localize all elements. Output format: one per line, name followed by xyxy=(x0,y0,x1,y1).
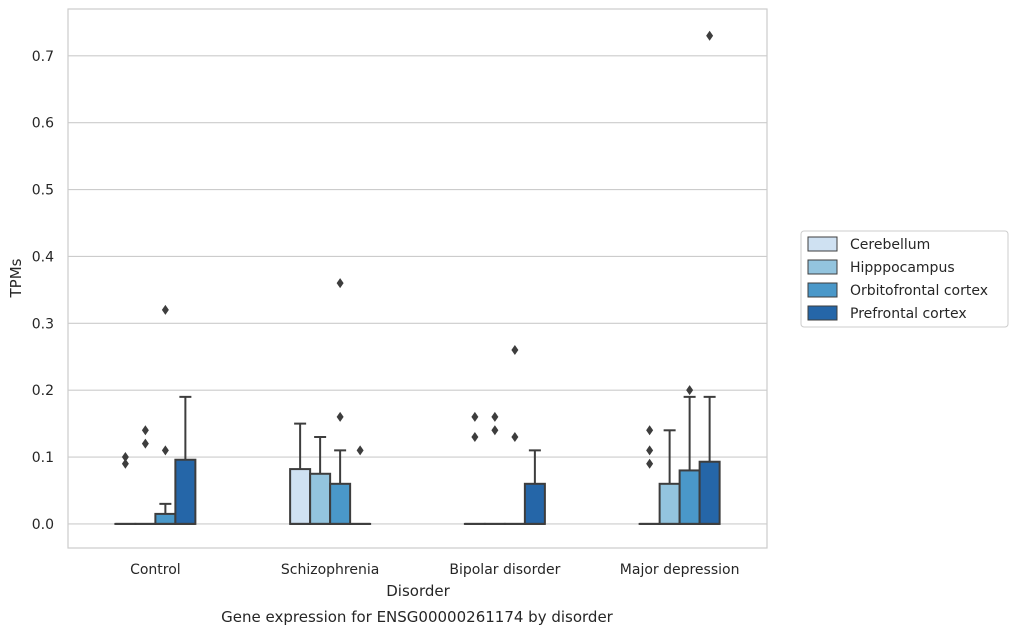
outlier-point xyxy=(686,385,694,396)
series-orbitofrontal-cortex xyxy=(154,278,701,525)
y-tick-label: 0.4 xyxy=(32,249,54,265)
outlier-point xyxy=(121,458,129,469)
box xyxy=(483,411,506,525)
box-body xyxy=(523,482,546,525)
series-cerebellum xyxy=(114,411,661,525)
y-axis-title: TPMs xyxy=(7,258,25,298)
outlier-point xyxy=(141,425,149,436)
outlier-point xyxy=(646,458,654,469)
outlier-point xyxy=(511,431,519,442)
y-axis-ticks: 0.0 0.1 0.2 0.3 0.4 0.5 0.6 0.7 xyxy=(32,49,54,533)
y-tick-label: 0.2 xyxy=(32,383,54,399)
box-body xyxy=(698,460,721,525)
legend-entry: Cerebellum xyxy=(807,236,930,253)
y-tick-label: 0.6 xyxy=(32,116,54,132)
outlier-point xyxy=(356,445,364,456)
outlier-point xyxy=(161,304,169,315)
box xyxy=(658,429,681,525)
series-prefrontal-cortex xyxy=(174,30,721,525)
outlier-point xyxy=(646,425,654,436)
box-body xyxy=(174,458,197,525)
box-body xyxy=(678,469,701,525)
y-tick-label: 0.7 xyxy=(32,49,54,65)
legend-swatch xyxy=(807,282,838,298)
box xyxy=(638,425,661,525)
chart-caption: Gene expression for ENSG00000261174 by d… xyxy=(221,608,614,626)
outlier-point xyxy=(491,425,499,436)
box xyxy=(698,30,721,525)
series-hipppocampus xyxy=(134,411,681,525)
y-tick-label: 0.5 xyxy=(32,183,54,199)
box xyxy=(503,345,526,525)
outlier-point xyxy=(336,411,344,422)
x-axis-ticks: Control Schizophrenia Bipolar disorder Majo… xyxy=(130,562,739,578)
box-body xyxy=(309,472,332,525)
x-tick-label: Control xyxy=(130,562,181,578)
plot-frame xyxy=(67,8,768,549)
box xyxy=(154,304,177,525)
outlier-point xyxy=(471,411,479,422)
box xyxy=(114,452,137,525)
outlier-point xyxy=(706,30,714,41)
legend-items: Cerebellum Hipppocampus Orbitofrontal cort… xyxy=(807,236,988,322)
box xyxy=(349,445,372,525)
y-tick-label: 0.0 xyxy=(32,517,54,533)
outlier-point xyxy=(491,411,499,422)
outlier-point xyxy=(646,445,654,456)
box xyxy=(523,449,546,525)
legend-label: Cerebellum xyxy=(850,237,930,253)
box-body xyxy=(154,512,177,525)
outlier-point xyxy=(121,452,129,463)
x-tick-label: Schizophrenia xyxy=(281,562,379,578)
box-body xyxy=(289,468,312,525)
legend: Cerebellum Hipppocampus Orbitofrontal cort… xyxy=(800,230,1009,328)
legend-entry: Orbitofrontal cortex xyxy=(807,282,988,299)
legend-swatch xyxy=(807,259,838,275)
x-tick-label: Bipolar disorder xyxy=(449,562,560,578)
box-body xyxy=(329,482,352,525)
box xyxy=(329,278,352,525)
legend-label: Prefrontal cortex xyxy=(850,306,967,322)
y-tick-label: 0.1 xyxy=(32,450,54,466)
x-tick-label: Major depression xyxy=(620,562,740,578)
x-axis-title: Disorder xyxy=(386,582,450,600)
box xyxy=(174,395,197,525)
legend-frame xyxy=(800,230,1009,328)
box-plot-series xyxy=(114,30,721,525)
legend-label: Orbitofrontal cortex xyxy=(850,283,988,299)
legend-swatch xyxy=(807,305,838,321)
legend-label: Hipppocampus xyxy=(850,260,955,276)
legend-swatch xyxy=(807,236,838,252)
box xyxy=(463,411,486,525)
box xyxy=(134,425,157,525)
legend-entry: Hipppocampus xyxy=(807,259,955,276)
outlier-point xyxy=(161,445,169,456)
outlier-point xyxy=(141,438,149,449)
box xyxy=(678,385,701,525)
outlier-point xyxy=(471,431,479,442)
box xyxy=(309,435,332,525)
outlier-point xyxy=(336,278,344,289)
grid-lines xyxy=(68,55,767,525)
box xyxy=(289,422,312,525)
legend-entry: Prefrontal cortex xyxy=(807,305,967,322)
y-tick-label: 0.3 xyxy=(32,316,54,332)
box-body xyxy=(658,482,681,525)
outlier-point xyxy=(511,345,519,356)
